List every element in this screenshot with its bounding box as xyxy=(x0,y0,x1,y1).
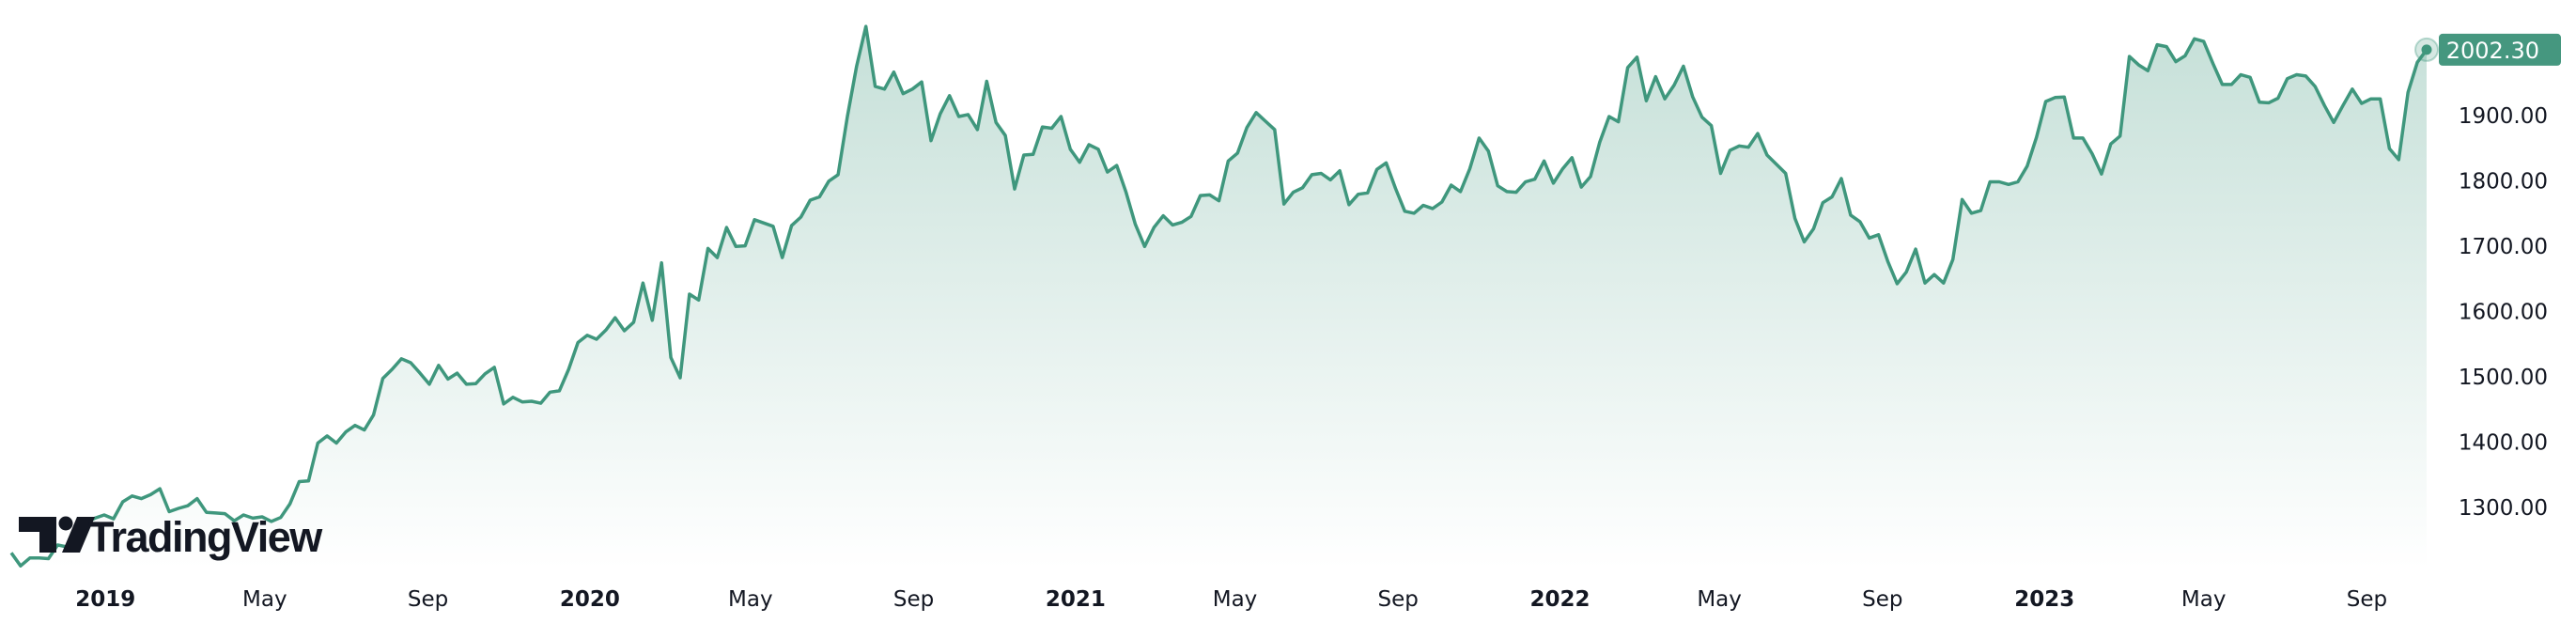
y-tick-label: 1800.00 xyxy=(2459,170,2548,195)
x-tick-label: 2023 xyxy=(2014,587,2074,612)
last-price-label: 2002.30 xyxy=(2439,33,2561,66)
series-line xyxy=(9,24,2429,568)
x-tick-label: 2019 xyxy=(75,587,135,612)
plot-area xyxy=(9,24,2439,569)
last-price-label-bg xyxy=(2439,33,2561,66)
x-tick-label: May xyxy=(728,587,773,612)
x-tick-label: Sep xyxy=(408,587,448,612)
y-tick-label: 1600.00 xyxy=(2459,301,2548,325)
time-axis[interactable]: 2019 May Sep 2020 May Sep 2021 May Sep 2022 May Sep… xyxy=(75,587,2387,612)
x-tick-label: 2022 xyxy=(1529,587,1590,612)
x-tick-label: Sep xyxy=(893,587,934,612)
y-tick-label: 1400.00 xyxy=(2459,431,2548,456)
tradingview-logo[interactable]: TradingView xyxy=(19,513,325,561)
x-tick-label: Sep xyxy=(1378,587,1419,612)
y-tick-label: 1700.00 xyxy=(2459,235,2548,259)
price-axis[interactable]: 1900.00 1800.00 1700.00 1600.00 1500.00 1400.… xyxy=(2459,104,2548,521)
x-tick-label: 2021 xyxy=(1046,587,1106,612)
tradingview-logo-mark-icon xyxy=(19,516,95,553)
tradingview-logo-text: TradingView xyxy=(88,513,323,561)
y-tick-label: 1500.00 xyxy=(2459,366,2548,390)
x-tick-label: Sep xyxy=(2347,587,2387,612)
x-tick-label: May xyxy=(2181,587,2227,612)
x-tick-label: May xyxy=(242,587,287,612)
series-area-fill xyxy=(11,26,2427,569)
x-tick-label: May xyxy=(1697,587,1742,612)
x-tick-label: 2020 xyxy=(560,587,620,612)
x-tick-label: Sep xyxy=(1862,587,1902,612)
x-tick-label: May xyxy=(1213,587,1258,612)
y-tick-label: 1900.00 xyxy=(2459,104,2548,129)
y-tick-label: 1300.00 xyxy=(2459,496,2548,521)
last-price-label-text: 2002.30 xyxy=(2446,38,2539,64)
last-point-dot xyxy=(2421,44,2432,55)
